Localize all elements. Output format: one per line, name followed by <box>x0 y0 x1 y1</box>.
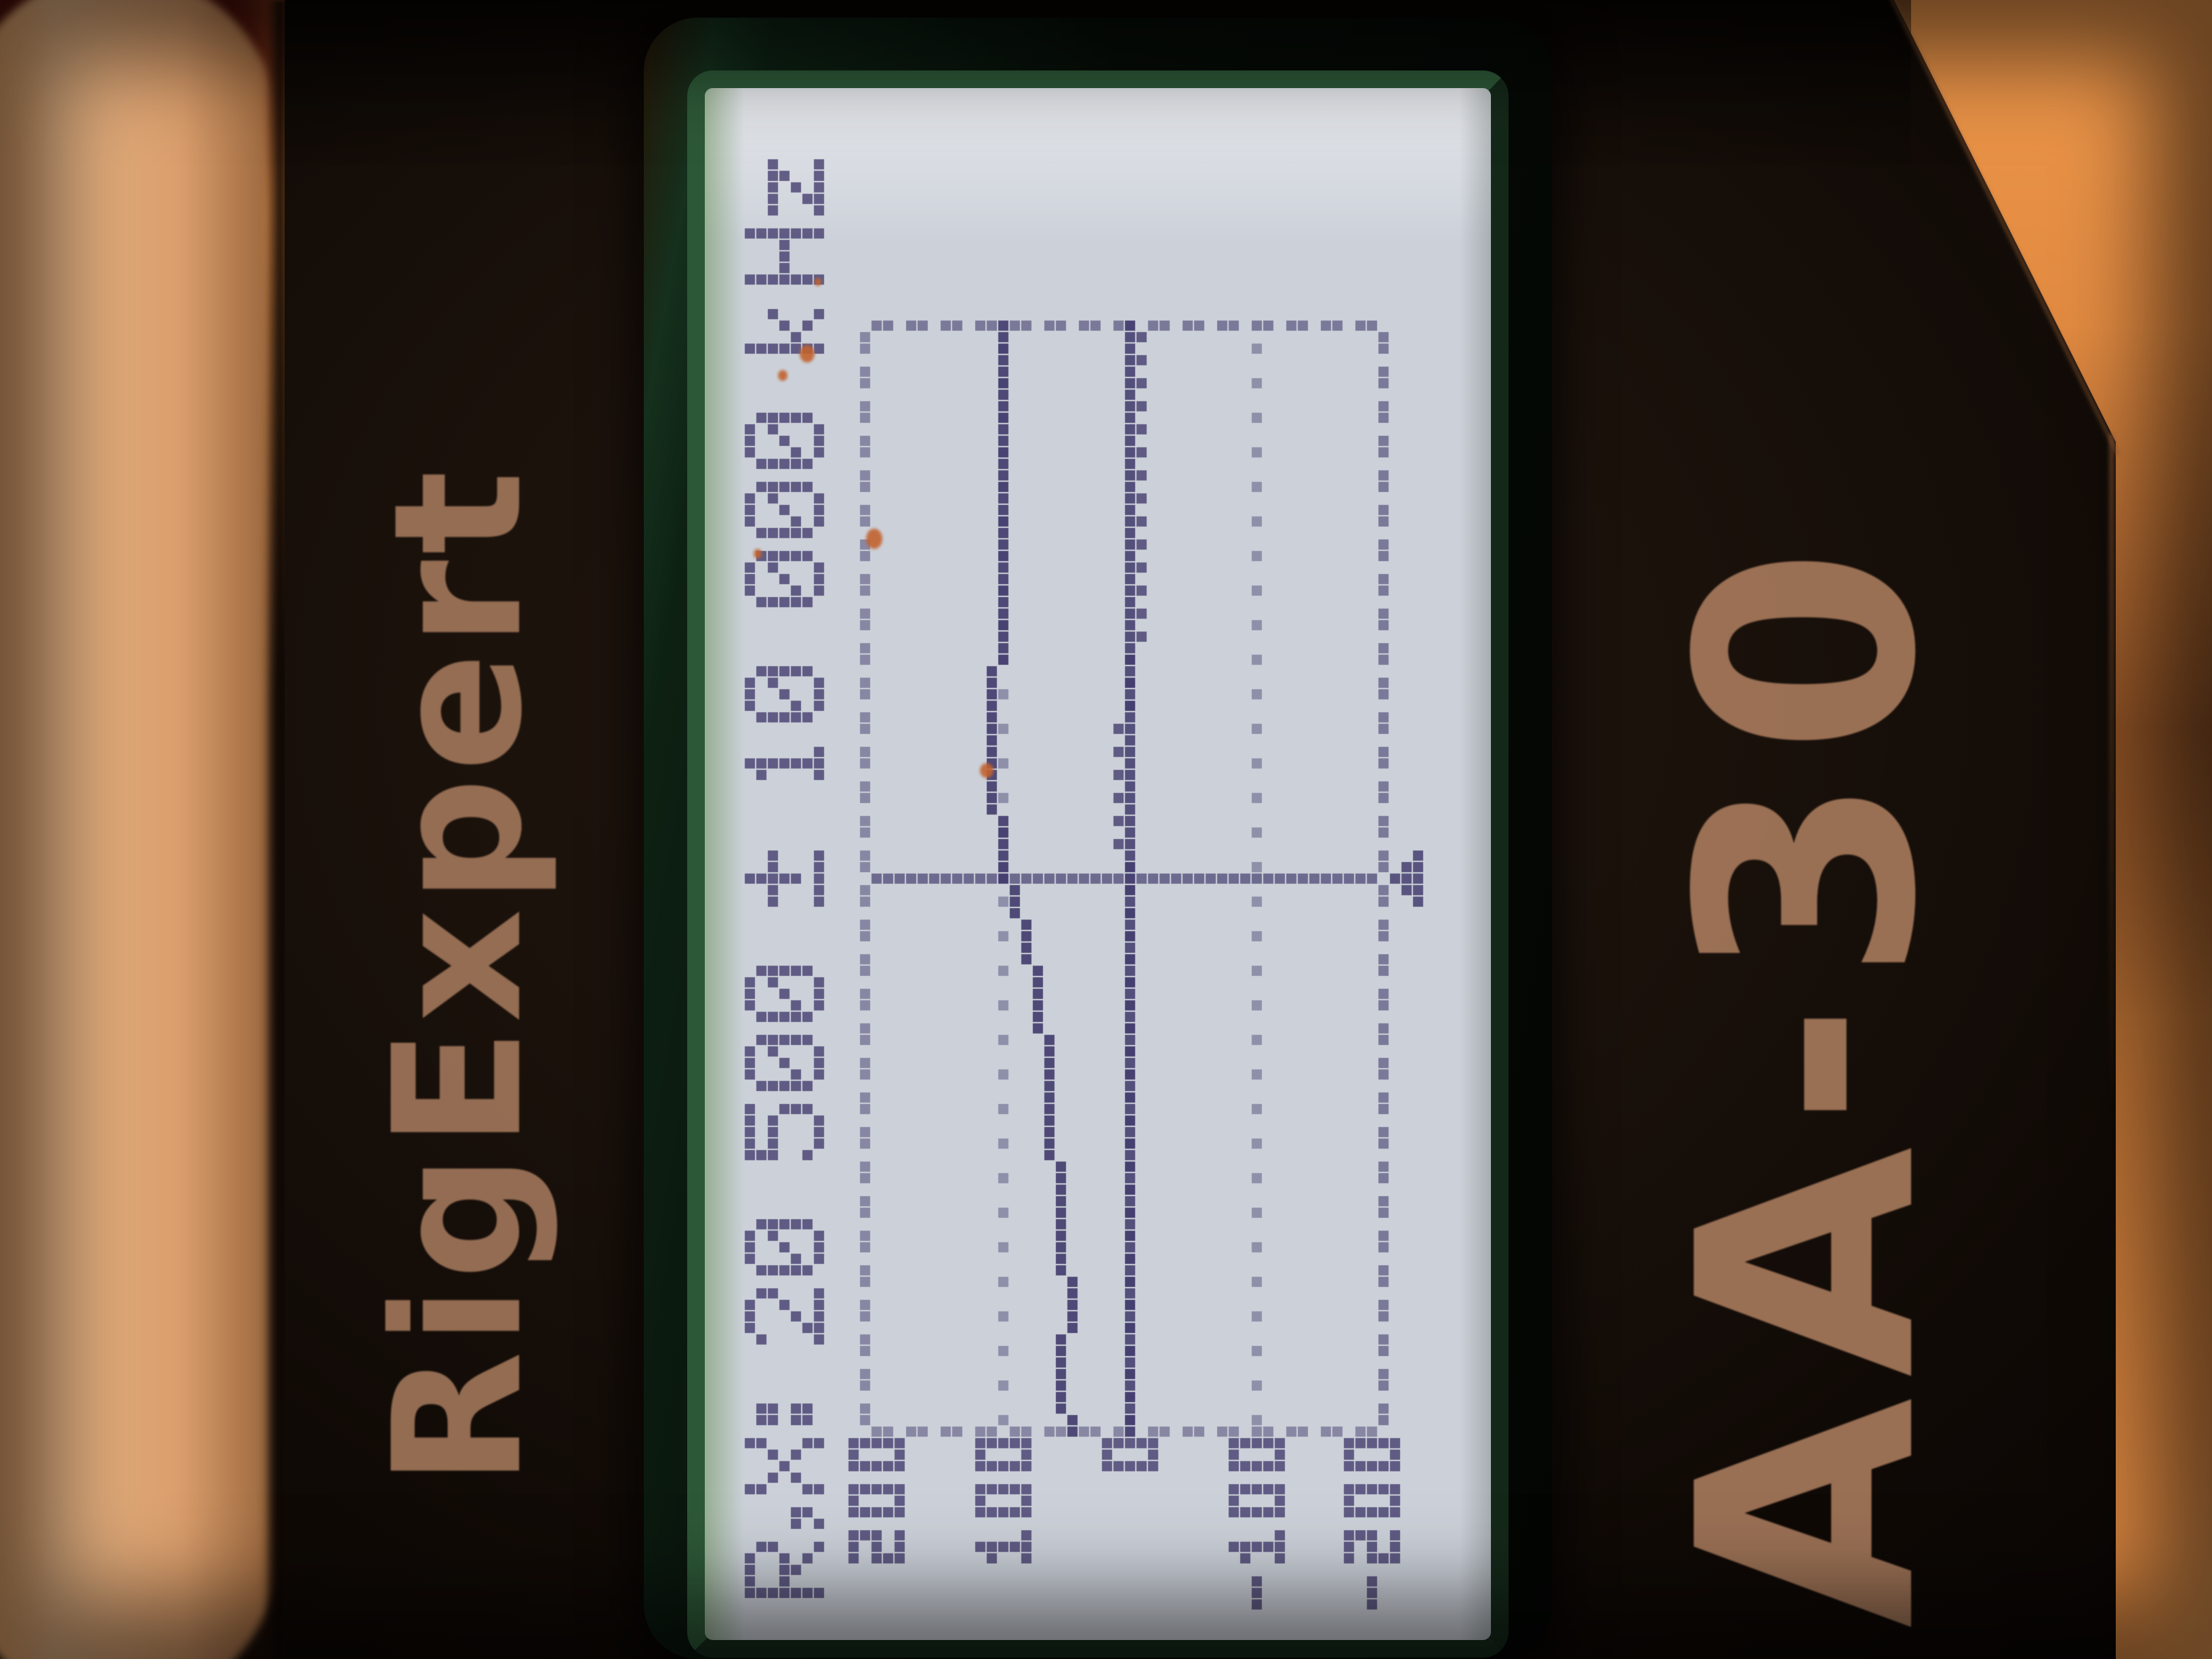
dust-speck <box>980 763 994 778</box>
rx-chart-canvas <box>705 88 1491 1640</box>
model-label: AA-30 <box>1635 527 1982 1629</box>
dust-speck <box>815 278 821 286</box>
right-edge-highlight <box>2109 434 2114 1111</box>
case-edge-highlight <box>0 0 278 1659</box>
dust-speck <box>800 345 815 363</box>
lcd-screen <box>687 70 1509 1658</box>
dust-speck <box>866 529 882 549</box>
dust-speck <box>754 549 762 558</box>
dust-speck <box>778 370 787 381</box>
brand-logo: RigExpert <box>356 465 561 1487</box>
lcd-content <box>705 88 1491 1640</box>
